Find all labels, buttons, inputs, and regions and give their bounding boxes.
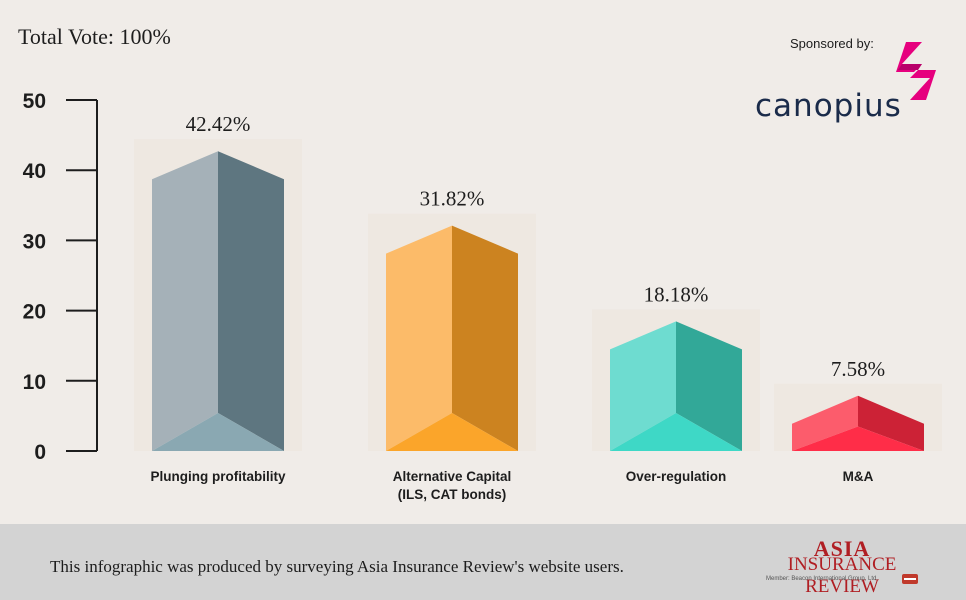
bar-left-face	[610, 321, 676, 451]
category-label: Alternative Capital	[393, 469, 512, 484]
logo-line-asia: ASIA	[813, 536, 871, 561]
bar-right-face	[676, 321, 742, 451]
bar-bottom-face	[610, 413, 742, 451]
category-label: (ILS, CAT bonds)	[398, 487, 506, 502]
category-label: Over-regulation	[626, 469, 727, 484]
bar-right-face	[218, 151, 284, 451]
sponsor-logo-text: canopius	[755, 88, 902, 124]
data-label: 7.58%	[831, 357, 885, 381]
logo-member-text: Member: Beacon International Group, Ltd.	[766, 576, 879, 582]
bar-bottom-face	[386, 413, 518, 451]
data-label: 18.18%	[644, 282, 709, 306]
footer-note: This infographic was produced by surveyi…	[50, 557, 624, 576]
y-tick-label: 30	[23, 230, 46, 253]
y-tick-label: 40	[23, 160, 46, 183]
bar-right-face	[858, 395, 924, 451]
total-vote-label: Total Vote: 100%	[18, 24, 171, 49]
bar-left-face	[792, 395, 858, 451]
logo-line-insurance-review: INSURANCE REVIEW	[787, 554, 897, 597]
bar-bottom-face	[792, 426, 924, 451]
category-label: M&A	[843, 469, 874, 484]
bar-left-face	[152, 151, 218, 451]
asia-insurance-review-logo: ASIA INSURANCE REVIEW Member: Beacon Int…	[762, 536, 922, 597]
beacon-badge-icon	[902, 574, 918, 584]
sponsor-label: Sponsored by:	[790, 36, 874, 51]
y-tick-label: 10	[23, 371, 46, 394]
y-tick-label: 50	[23, 90, 46, 113]
y-tick-label: 0	[34, 441, 46, 464]
y-tick-label: 20	[23, 301, 46, 324]
category-label: Plunging profitability	[151, 469, 286, 484]
bar-left-face	[386, 225, 452, 451]
bar-bottom-face	[152, 413, 284, 451]
footer: This infographic was produced by surveyi…	[0, 524, 966, 600]
bar-right-face	[452, 225, 518, 451]
canopius-logo-icon	[896, 42, 936, 100]
data-label: 42.42%	[186, 112, 251, 136]
bar-chart: 0 10 20 30 40 50 42.42% Plunging profitability…	[22, 90, 924, 502]
data-label: 31.82%	[420, 187, 485, 211]
